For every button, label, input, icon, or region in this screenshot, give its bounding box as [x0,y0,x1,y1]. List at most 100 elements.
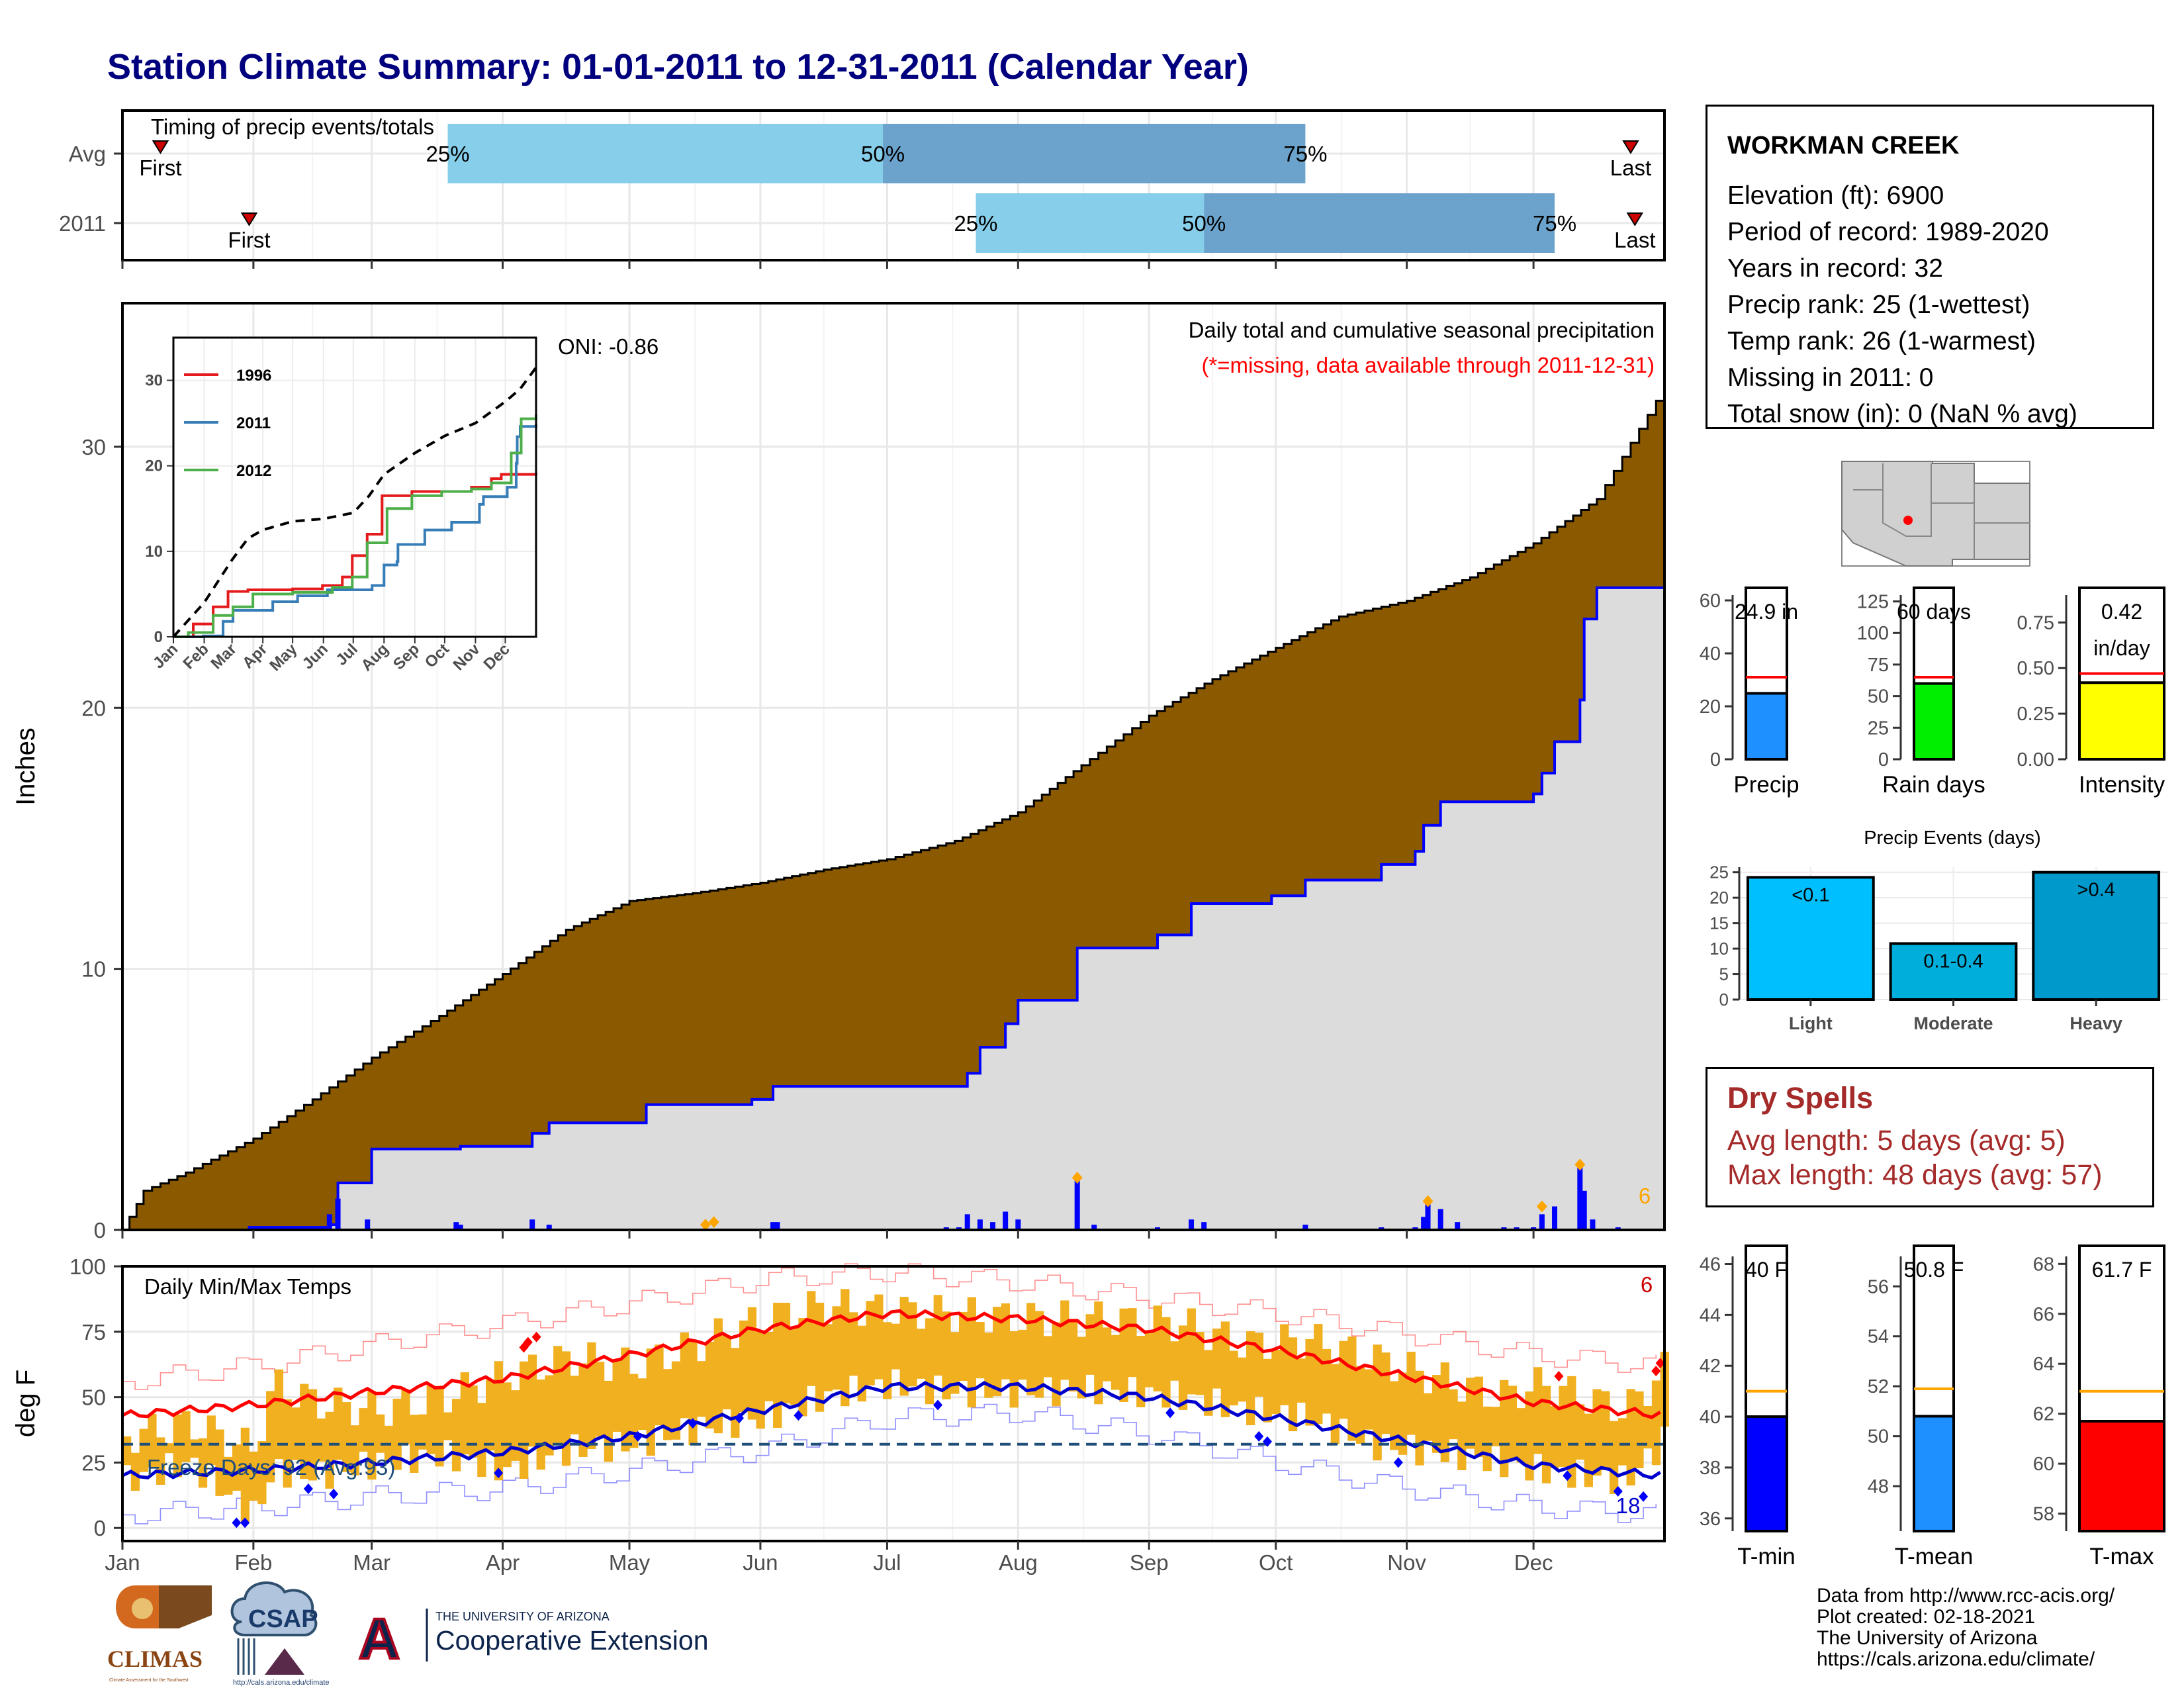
daily-temp-range-bar [1491,1407,1500,1446]
events-bar-label: <0.1 [1792,884,1829,906]
extreme-precip-marker [1071,1172,1083,1184]
daily-temp-range-bar [883,1322,892,1399]
daily-temp-range-bar [1457,1401,1467,1470]
tmin-y-tick-label: 40 [1700,1407,1721,1428]
daily-temp-range-bar [671,1361,681,1440]
footer-logos: CLIMAS Climate Assessment for the Southw… [107,1581,709,1687]
daily-temp-range-bar [637,1378,647,1430]
daily-precip-bar [453,1222,459,1230]
daily-temp-range-bar [1220,1321,1230,1417]
tmean-y-tick-label: 54 [1868,1327,1889,1348]
daily-precip-bar [1074,1178,1080,1230]
inset-series-line-2011 [173,424,537,638]
daily-precip-bar [770,1222,776,1230]
record-high-marker [1651,1366,1661,1377]
intensity-value-label: 0.42 [2101,600,2142,624]
state-borders [1853,463,2030,559]
events-y-tick-label: 15 [1709,914,1729,933]
daily-temp-range-bar [1635,1391,1644,1469]
extreme-precip-marker [1536,1200,1547,1213]
dry-spells-avg: Avg length: 5 days (avg: 5) [1727,1125,2066,1156]
daily-temp-range-bar [1068,1319,1078,1392]
tmax-y-tick-label: 64 [2033,1354,2054,1375]
daily-temp-range-bar [1390,1381,1399,1450]
daily-precip-bar [457,1225,463,1230]
tmax-value-label: 61.7 F [2092,1258,2152,1282]
record-low-marker [633,1430,643,1442]
station-years: Years in record: 32 [1727,254,1943,283]
intensity-y-tick-label: 0.75 [2017,612,2054,633]
record-low-marker [240,1517,250,1528]
events-x-tick-label: Moderate [1913,1013,1993,1033]
record-high-marker [523,1336,533,1348]
daily-temp-range-bar [1508,1385,1518,1459]
precip-y-tick-label: 0 [94,1218,106,1243]
events-y-tick-label: 10 [1709,939,1729,959]
tmax-y-tick-label: 62 [2033,1404,2054,1425]
tmax-y-tick-label: 66 [2033,1304,2054,1325]
daily-temp-range-bar [722,1335,731,1410]
daily-temp-range-bar [494,1361,504,1481]
daily-temp-range-bar [984,1333,993,1398]
daily-temp-range-bar [392,1398,402,1470]
month-tick-label: Jul [873,1550,901,1575]
daily-temp-range-bar [443,1412,453,1440]
daily-temp-range-bar [426,1385,435,1454]
daily-temp-range-bar [1330,1364,1340,1444]
daily-temp-range-bar [359,1408,368,1452]
daily-precip-bar [1201,1222,1207,1230]
tmin-value-label: 40 F [1745,1258,1788,1282]
daily-temp-range-bar [1567,1376,1576,1488]
daily-temp-range-bar [1229,1350,1238,1406]
month-tick-label: Apr [486,1550,520,1575]
temps-frame [121,1265,1666,1542]
daily-temp-range-bar [1525,1391,1534,1481]
daily-precip-bar [326,1214,332,1230]
daily-temp-range-bar [1102,1327,1112,1382]
events-bar-moderate [1889,942,2018,1002]
record-tmax-line [122,1263,1657,1391]
daily-temp-range-bar [1651,1380,1661,1466]
daily-temp-range-bar [1288,1337,1298,1432]
daily-temp-range-bar [527,1354,537,1447]
tmean-x-label: T-mean [1895,1544,1974,1570]
record-low-marker [303,1483,313,1494]
daily-temp-range-bar [823,1324,833,1391]
daily-precip-bar [1091,1225,1097,1230]
daily-temp-range-bar [713,1318,723,1434]
last-event-marker [1626,212,1644,226]
state-outlines [1841,461,2030,567]
daily-temp-range-bar [1009,1331,1019,1408]
daily-precip-bar [1425,1203,1431,1230]
daily-temp-range-bar [908,1302,917,1387]
daily-temp-range-bar [1212,1329,1222,1389]
daily-temp-range-bar [1516,1408,1525,1463]
daily-temp-range-bar [1339,1340,1348,1419]
daily-temp-range-bar [249,1451,258,1501]
daily-temp-range-bar [1144,1331,1154,1387]
events-y-tick-label: 20 [1709,888,1729,908]
freeze-days-label: Freeze Days: 92 (Avg:93) [147,1455,395,1479]
credit-plot-created: Plot created: 02-18-2021 [1817,1606,2036,1628]
daily-temp-range-bar [418,1414,428,1450]
ua-cooperative-extension: Cooperative Extension [435,1625,709,1656]
first-event-label: First [139,156,181,180]
daily-temp-range-bar [976,1322,985,1379]
daily-temp-range-bar [1398,1372,1408,1455]
temps-y-tick-label: 75 [81,1320,106,1344]
daily-temp-range-bar [663,1369,672,1440]
csap-wordmark: CSAP [248,1605,318,1633]
temps-panel-title: Daily Min/Max Temps [144,1274,351,1299]
climas-sun [132,1598,153,1619]
daily-temp-range-bar [781,1303,791,1403]
timing-row-label: 2011 [59,211,106,236]
daily-temp-range-bar [511,1390,520,1461]
month-tick-label: Nov [1387,1550,1426,1575]
daily-temp-range-bar [1364,1369,1374,1430]
events-x-tick-label: Light [1789,1013,1833,1033]
rain_days-value-bar [1913,682,1955,761]
daily-temp-range-bar [1550,1406,1559,1468]
record-low-marker [933,1399,943,1411]
intensity-y-tick-label: 0.50 [2017,658,2054,679]
daily-temp-range-bar [1280,1324,1289,1405]
